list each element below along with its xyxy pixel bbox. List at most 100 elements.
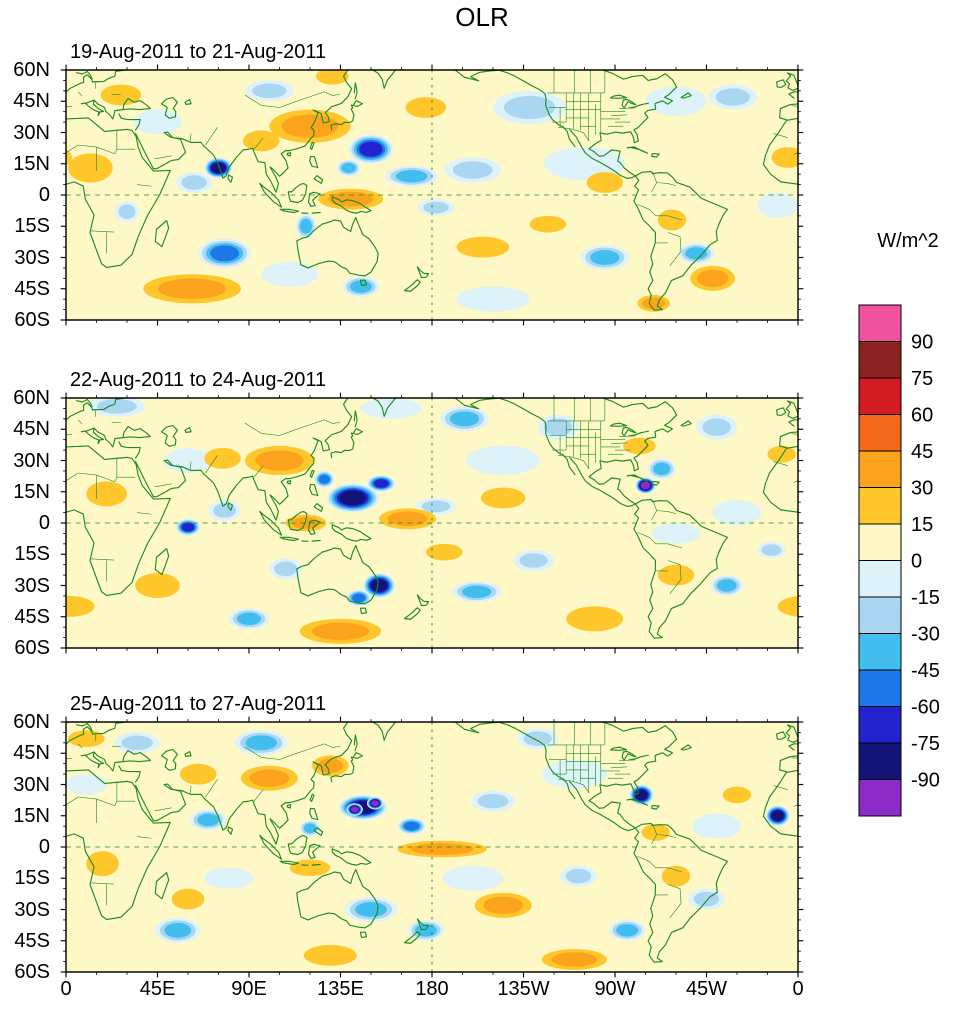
colorbar-swatch xyxy=(858,596,902,634)
anomaly-contour xyxy=(642,297,666,310)
coastline xyxy=(569,129,636,180)
coastline xyxy=(626,798,649,806)
anomaly-contour xyxy=(442,865,504,891)
country-border xyxy=(637,204,656,217)
anomaly-contour xyxy=(236,612,262,626)
coastline xyxy=(118,765,141,783)
colorbar-tick-label: -45 xyxy=(911,660,940,682)
anomaly-contour xyxy=(249,769,290,787)
anomaly-contour xyxy=(651,523,701,544)
country-border xyxy=(773,133,788,139)
anomaly-contour xyxy=(421,500,451,513)
coastline xyxy=(76,722,93,732)
coastline xyxy=(353,82,358,100)
coastline xyxy=(621,750,637,761)
coastline xyxy=(313,827,324,836)
anomaly-contour xyxy=(800,153,845,182)
coastline xyxy=(651,480,660,486)
coastline xyxy=(184,751,192,757)
coastline xyxy=(416,266,430,279)
anomaly-contour xyxy=(213,503,236,518)
anomaly-contour xyxy=(395,170,428,183)
country-border xyxy=(77,419,83,425)
coastline xyxy=(122,425,151,439)
coastline xyxy=(359,607,368,614)
country-border xyxy=(656,182,677,186)
coastline xyxy=(609,94,628,99)
coastline xyxy=(287,182,308,204)
colorbar: 90 75 60 45 30 15 0 -15 -30 -45 -60 -75 -90 xyxy=(858,304,940,817)
coastline xyxy=(680,744,692,751)
anomaly-contour xyxy=(722,786,752,804)
anomaly-contour xyxy=(653,462,671,476)
lon-tick-label: 45W xyxy=(685,978,728,1000)
anomaly-contour xyxy=(312,622,369,641)
country-border xyxy=(773,785,788,791)
anomaly-contour xyxy=(171,888,205,910)
coastline xyxy=(785,724,798,743)
coastline xyxy=(118,441,141,459)
coastline xyxy=(609,422,628,427)
coastline xyxy=(311,211,321,214)
lat-tick-label: 15N xyxy=(13,804,50,827)
anomaly-contour xyxy=(181,522,195,532)
country-border xyxy=(669,251,682,267)
anomaly-contour xyxy=(403,821,420,831)
lon-tick-label: 0 xyxy=(792,978,804,1000)
country-border xyxy=(154,155,172,160)
anomaly-contour xyxy=(350,806,359,813)
anomaly-contour xyxy=(68,730,105,747)
lon-tick-label: 45E xyxy=(139,978,176,1000)
anomaly-contour xyxy=(798,774,839,795)
anomaly-contour xyxy=(204,867,254,889)
country-border xyxy=(667,884,682,904)
coastline xyxy=(287,834,308,856)
lat-tick-label: 15S xyxy=(14,543,50,566)
anomaly-contour xyxy=(197,813,220,827)
anomaly-contour xyxy=(483,896,524,915)
country-border xyxy=(253,789,264,802)
anomaly-contour xyxy=(685,247,708,260)
anomaly-contour xyxy=(255,450,304,471)
anomaly-contour xyxy=(717,579,737,592)
colorbar-swatch xyxy=(858,450,902,488)
anomaly-contour xyxy=(692,813,742,839)
anomaly-contour xyxy=(477,793,509,809)
coastline xyxy=(788,419,798,427)
anomaly-contour xyxy=(456,286,530,312)
coastline xyxy=(311,539,321,542)
coastline xyxy=(308,843,321,860)
anomaly-contour xyxy=(462,585,492,598)
map-panel-1 xyxy=(60,64,804,326)
lon-tick-label: 90E xyxy=(231,978,267,1000)
anomaly-contour xyxy=(551,952,598,967)
coastline xyxy=(331,196,372,214)
colorbar-swatch xyxy=(858,377,902,415)
country-border xyxy=(114,477,118,482)
colorbar-swatch xyxy=(858,669,902,707)
coastline xyxy=(498,70,576,148)
anomaly-contour xyxy=(635,789,648,801)
colorbar-tick-label: -15 xyxy=(911,587,940,609)
coastline xyxy=(788,743,798,751)
anomaly-contour xyxy=(452,161,493,179)
country-border xyxy=(89,230,114,233)
anomaly-contour xyxy=(211,162,226,174)
coastline xyxy=(279,536,300,542)
country-border xyxy=(189,785,192,795)
anomaly-contour xyxy=(303,823,317,834)
country-border xyxy=(253,465,264,478)
colorbar-tick-label: -75 xyxy=(911,733,940,755)
anomaly-contour xyxy=(519,553,548,568)
lat-axis-2: 60N 45N 30N 15N 0 15S 30S 45S 60S xyxy=(0,387,58,659)
coastline xyxy=(66,70,126,93)
colorbar-unit-label: W/m^2 xyxy=(877,230,939,252)
country-border xyxy=(137,836,152,839)
coastline xyxy=(309,155,319,169)
country-border xyxy=(610,766,628,769)
coastline xyxy=(184,427,192,433)
anomaly-contour xyxy=(423,201,449,214)
coastline xyxy=(788,91,798,99)
lat-tick-label: 30N xyxy=(13,773,50,796)
